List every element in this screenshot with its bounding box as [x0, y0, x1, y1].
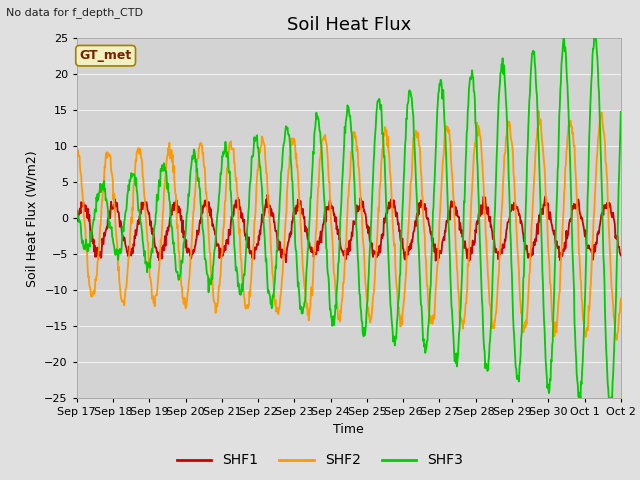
SHF1	[617, 252, 625, 258]
SHF2	[312, 226, 320, 232]
SHF2	[612, 337, 620, 343]
Line: SHF2: SHF2	[77, 111, 621, 340]
Line: SHF1: SHF1	[77, 195, 621, 262]
SHF2	[447, 141, 454, 146]
SHF1	[129, 245, 136, 251]
SHF3	[447, 272, 454, 278]
SHF2	[535, 108, 543, 114]
SHF2	[617, 296, 625, 301]
SHF1	[282, 259, 290, 265]
SHF3	[293, 261, 301, 266]
Text: No data for f_depth_CTD: No data for f_depth_CTD	[6, 7, 143, 18]
X-axis label: Time: Time	[333, 423, 364, 436]
SHF2	[129, 204, 136, 210]
SHF2	[497, 219, 505, 225]
SHF3	[312, 110, 320, 116]
SHF3	[577, 396, 584, 401]
SHF1	[73, 213, 81, 218]
SHF3	[617, 109, 625, 115]
SHF2	[293, 165, 301, 170]
Text: GT_met: GT_met	[79, 49, 132, 62]
SHF2	[73, 148, 81, 154]
SHF1	[314, 239, 321, 244]
Y-axis label: Soil Heat Flux (W/m2): Soil Heat Flux (W/m2)	[26, 150, 38, 287]
SHF3	[497, 69, 505, 74]
SHF1	[508, 202, 516, 208]
SHF3	[129, 172, 136, 178]
SHF1	[447, 198, 455, 204]
SHF1	[264, 192, 271, 198]
SHF3	[73, 207, 81, 213]
SHF1	[294, 197, 301, 203]
SHF3	[560, 36, 568, 41]
Legend: SHF1, SHF2, SHF3: SHF1, SHF2, SHF3	[171, 448, 469, 473]
SHF1	[499, 251, 506, 256]
SHF2	[507, 135, 515, 141]
Title: Soil Heat Flux: Soil Heat Flux	[287, 16, 411, 34]
SHF3	[507, 239, 515, 244]
Line: SHF3: SHF3	[77, 38, 621, 398]
